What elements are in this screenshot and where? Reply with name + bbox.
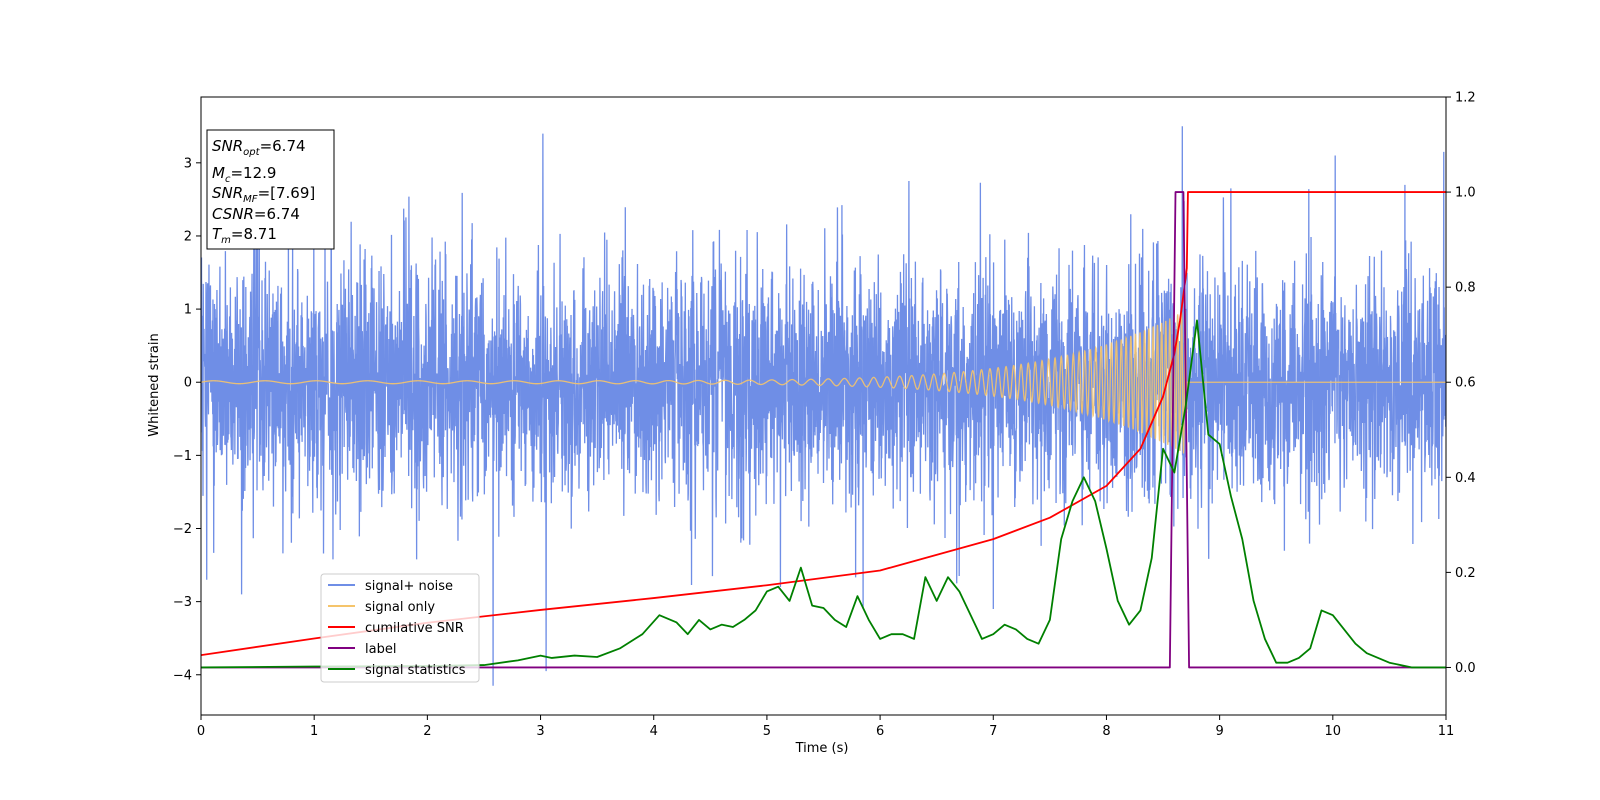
y-axis-label: Whitened strain bbox=[147, 333, 162, 436]
x-tick-label: 2 bbox=[423, 724, 431, 739]
x-tick-label: 4 bbox=[650, 724, 658, 739]
x-tick-label: 8 bbox=[1102, 724, 1110, 739]
series-signal-noise bbox=[201, 126, 1446, 686]
y-right-tick-label: 0.8 bbox=[1455, 281, 1476, 296]
y-left-tick-label: 1 bbox=[184, 303, 192, 318]
x-tick-label: 11 bbox=[1438, 724, 1455, 739]
legend-label-signal-statistics: signal statistics bbox=[365, 663, 466, 678]
axes-border bbox=[200, 96, 1447, 716]
y-right-tick-label: 0.0 bbox=[1455, 661, 1476, 676]
legend: signal+ noise signal only cumilative SNR… bbox=[320, 573, 480, 683]
x-tick-label: 6 bbox=[876, 724, 884, 739]
legend-label-label: label bbox=[365, 642, 396, 657]
x-tick-label: 3 bbox=[536, 724, 544, 739]
series-signal-only bbox=[201, 310, 1446, 454]
legend-frame bbox=[320, 573, 480, 683]
series-signal-statistics bbox=[201, 319, 1446, 669]
x-tick-label: 5 bbox=[763, 724, 771, 739]
series-label bbox=[201, 191, 1446, 669]
legend-label-cumulative-snr: cumilative SNR bbox=[365, 621, 464, 636]
x-tick-label: 10 bbox=[1325, 724, 1342, 739]
x-tick-label: 7 bbox=[989, 724, 997, 739]
series-group bbox=[201, 126, 1446, 686]
y-left-tick-label: −3 bbox=[173, 595, 192, 610]
y-right-tick-label: 1.0 bbox=[1455, 186, 1476, 201]
y-left-tick-label: −4 bbox=[173, 668, 192, 683]
annotation-box-frame bbox=[206, 129, 335, 250]
x-tick-label: 9 bbox=[1215, 724, 1223, 739]
y-right-tick-label: 1.2 bbox=[1455, 91, 1476, 106]
legend-label-signal-only: signal only bbox=[365, 600, 435, 615]
axes-frame bbox=[200, 96, 1447, 716]
y-left-tick-label: 0 bbox=[184, 376, 192, 391]
annotation-snr-mf: SNRMF=[7.69] bbox=[212, 184, 315, 205]
series-cumulative-snr bbox=[201, 191, 1446, 656]
y-right-tick-label: 0.6 bbox=[1455, 376, 1476, 391]
y-right-tick-label: 0.4 bbox=[1455, 471, 1476, 486]
axis-ticks: 0 1 2 3 4 5 6 7 8 9 10 11 −4 −3 −2 −1 0 1 2 3 0.0 0.2 0.4 0.6 0.… bbox=[173, 91, 1476, 740]
x-axis-label: Time (s) bbox=[795, 741, 849, 756]
annotation-csnr: CSNR=6.74 bbox=[212, 205, 300, 223]
annotation-tm: Tm=8.71 bbox=[212, 225, 277, 246]
annotation-snr-opt: SNRopt=6.74 bbox=[212, 137, 306, 158]
legend-label-signal-noise: signal+ noise bbox=[365, 579, 453, 594]
annotation-box: SNRopt=6.74 Mc=12.9 SNRMF=[7.69] CSNR=6.… bbox=[206, 129, 335, 250]
y-left-tick-label: −1 bbox=[173, 449, 192, 464]
y-right-tick-label: 0.2 bbox=[1455, 566, 1476, 581]
x-tick-label: 1 bbox=[310, 724, 318, 739]
y-left-tick-label: 2 bbox=[184, 229, 192, 244]
annotation-mc: Mc=12.9 bbox=[212, 164, 276, 185]
y-left-tick-label: −2 bbox=[173, 522, 192, 537]
plot-area bbox=[201, 126, 1446, 686]
x-tick-label: 0 bbox=[197, 724, 205, 739]
y-left-tick-label: 3 bbox=[184, 156, 192, 171]
